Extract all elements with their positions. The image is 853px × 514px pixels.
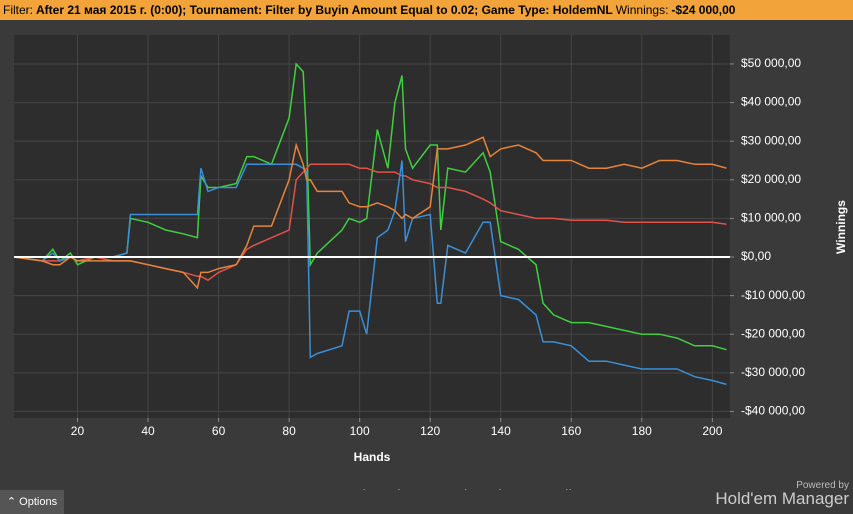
legend-label: Net Won [233, 488, 295, 490]
filter-text: After 21 мая 2015 г. (0:00); Tournament:… [36, 3, 613, 17]
x-tick-label: 200 [702, 424, 722, 438]
y-tick-label: $30 000,00 [741, 133, 801, 147]
powered-by: Powered by [796, 480, 849, 491]
filter-bar: Filter: After 21 мая 2015 г. (0:00); Tour… [0, 0, 853, 20]
winnings-value: -$24 000,00 [671, 3, 736, 17]
legend-label: Showdown [453, 488, 531, 490]
x-tick-label: 140 [491, 424, 511, 438]
series-line [13, 136, 727, 290]
brand: Hold'em Manager [715, 489, 849, 508]
x-tick-label: 160 [561, 424, 581, 438]
y-tick-label: $0,00 [741, 249, 771, 263]
y-tick-label: -$10 000,00 [741, 288, 805, 302]
x-tick-label: 60 [212, 424, 226, 438]
filter-label: Filter: [3, 3, 33, 17]
chart: Hands Winnings 20 40 60 80 100 120 140 160 180 20… [13, 35, 848, 490]
series-line [13, 160, 727, 386]
plot-area [14, 35, 730, 418]
legend-label: Non Showdown [318, 488, 430, 490]
legend-label: All-In EV [554, 488, 617, 490]
y-tick-label: -$20 000,00 [741, 326, 805, 340]
y-tick-label: $10 000,00 [741, 211, 801, 225]
x-tick-label: 40 [141, 424, 155, 438]
options-text: Options [19, 496, 58, 508]
y-tick-label: $50 000,00 [741, 56, 801, 70]
x-tick-label: 180 [632, 424, 652, 438]
options-button[interactable]: ⌃ Options [0, 490, 64, 514]
series-line [13, 62, 727, 351]
y-tick-label: -$30 000,00 [741, 365, 805, 379]
y-axis-label: Winnings [834, 200, 848, 254]
x-tick-label: 100 [350, 424, 370, 438]
x-tick-label: 80 [282, 424, 296, 438]
y-tick-label: $40 000,00 [741, 95, 801, 109]
x-tick-label: 20 [71, 424, 85, 438]
y-tick-label: $20 000,00 [741, 172, 801, 186]
x-axis-label: Hands [354, 450, 391, 464]
x-tick-label: 120 [420, 424, 440, 438]
winnings-label: Winnings: [615, 3, 669, 17]
y-tick-label: -$40 000,00 [741, 404, 805, 418]
